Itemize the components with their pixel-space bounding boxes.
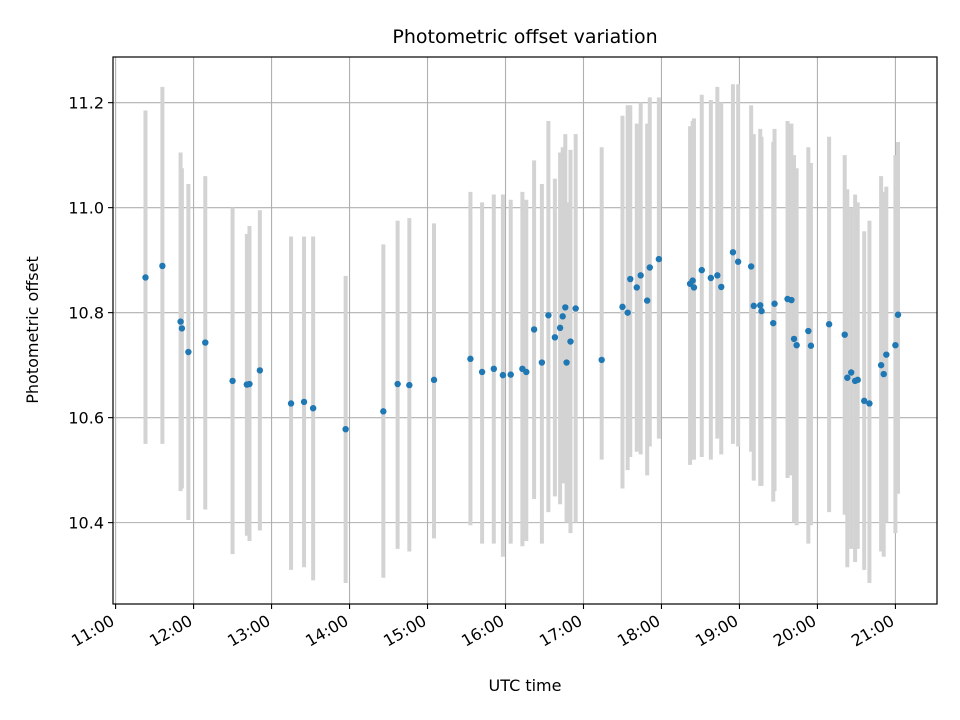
data-point: [538, 359, 546, 366]
data-point: [287, 400, 295, 407]
data-point: [551, 334, 559, 341]
data-point: [646, 264, 653, 271]
data-point: [750, 302, 757, 310]
data-point: [499, 371, 507, 379]
data-point: [142, 274, 149, 281]
data-point: [159, 262, 166, 270]
data-point: [848, 369, 855, 376]
data-point: [507, 371, 514, 378]
data-point: [246, 380, 253, 388]
data-point: [624, 309, 631, 316]
data-point: [790, 335, 798, 343]
data-point: [880, 370, 887, 378]
data-point: [572, 305, 579, 312]
data-point: [883, 351, 890, 358]
data-point: [394, 380, 401, 388]
data-point: [844, 374, 851, 381]
data-point: [178, 325, 186, 332]
data-point: [707, 274, 715, 282]
data-point: [563, 359, 570, 366]
data-point: [202, 339, 209, 346]
data-point: [430, 376, 438, 384]
data-point: [559, 313, 566, 320]
x-axis-label: UTC time: [489, 676, 562, 695]
plot-frame: [112, 56, 938, 605]
y-axis: 10.4 10.6 10.8 11.0 11.2: [68, 94, 113, 533]
data-point: [633, 284, 640, 291]
data-point: [841, 331, 848, 338]
data-point: [478, 368, 486, 376]
y-tick-label: 11.2: [68, 94, 104, 113]
data-point: [690, 284, 698, 291]
data-point: [866, 400, 873, 407]
data-point: [771, 300, 778, 307]
data-point: [627, 275, 634, 283]
y-axis-label: Photometric offset: [23, 256, 42, 404]
data-point: [523, 368, 530, 376]
data-point: [892, 341, 899, 349]
y-tick-label: 10.8: [68, 304, 104, 323]
data-point: [877, 361, 885, 369]
data-point: [805, 327, 812, 335]
data-point: [770, 319, 777, 327]
data-point: [567, 338, 574, 345]
data-point: [734, 258, 742, 265]
data-point: [309, 404, 317, 412]
data-point: [714, 272, 721, 279]
data-point: [807, 342, 815, 349]
data-point: [643, 297, 651, 304]
data-point: [256, 367, 264, 374]
data-point: [490, 365, 498, 373]
data-point: [861, 397, 868, 405]
data-point: [380, 408, 387, 415]
data-point: [698, 266, 705, 274]
data-point: [689, 277, 696, 284]
y-tick-label: 10.6: [68, 409, 104, 428]
data-points: [142, 249, 902, 433]
y-tick-label: 11.0: [68, 199, 104, 218]
data-point: [619, 303, 626, 311]
data-point: [556, 324, 564, 332]
data-point: [854, 376, 861, 384]
data-point: [406, 381, 413, 389]
data-point: [718, 283, 725, 291]
data-point: [530, 326, 538, 333]
data-point: [825, 321, 833, 328]
data-point: [757, 302, 764, 309]
data-point: [729, 249, 737, 256]
data-point: [793, 341, 800, 349]
data-point: [637, 272, 644, 279]
data-point: [545, 312, 552, 319]
data-point: [655, 255, 663, 263]
data-point: [758, 307, 765, 315]
data-point: [598, 356, 605, 364]
data-point: [467, 355, 474, 363]
chart-title: Photometric offset variation: [392, 26, 657, 48]
data-point: [788, 296, 795, 304]
data-point: [342, 425, 349, 433]
data-point: [300, 398, 308, 406]
data-point: [747, 263, 755, 270]
data-point: [562, 304, 569, 311]
data-point: [185, 348, 192, 356]
y-tick-label: 10.4: [68, 514, 104, 533]
data-point: [177, 318, 184, 325]
data-point: [229, 377, 236, 385]
data-point: [894, 311, 902, 318]
